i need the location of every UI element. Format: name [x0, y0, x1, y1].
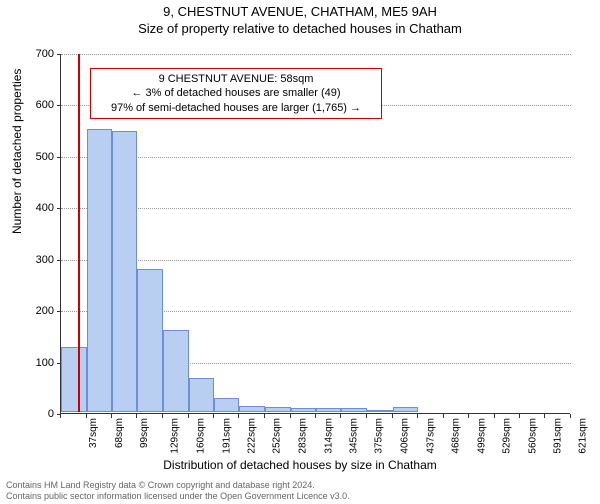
title-address: 9, CHESTNUT AVENUE, CHATHAM, ME5 9AH	[0, 4, 600, 19]
xtick-mark	[570, 414, 571, 418]
ytick-mark	[57, 311, 61, 312]
xtick-mark	[213, 414, 214, 418]
xtick-mark	[136, 414, 137, 418]
grid-line	[61, 157, 571, 158]
grid-line	[61, 208, 571, 209]
histogram-bar	[367, 410, 393, 412]
ytick-mark	[57, 157, 61, 158]
xtick-mark	[86, 414, 87, 418]
xtick-label: 99sqm	[139, 418, 150, 448]
ytick-mark	[57, 208, 61, 209]
xtick-mark	[443, 414, 444, 418]
xtick-label: 560sqm	[527, 418, 538, 454]
xtick-label: 160sqm	[196, 418, 207, 454]
xtick-mark	[60, 414, 61, 418]
histogram-bar	[189, 378, 215, 412]
x-axis-label: Distribution of detached houses by size …	[0, 458, 600, 472]
footer-line1: Contains HM Land Registry data © Crown c…	[6, 480, 350, 491]
xtick-label: 222sqm	[247, 418, 258, 454]
xtick-label: 283sqm	[298, 418, 309, 454]
histogram-bar	[61, 347, 87, 412]
xtick-mark	[188, 414, 189, 418]
ytick-mark	[57, 105, 61, 106]
xtick-mark	[111, 414, 112, 418]
xtick-label: 191sqm	[221, 418, 232, 454]
footer-attribution: Contains HM Land Registry data © Crown c…	[6, 480, 350, 502]
ytick-label: 500	[14, 151, 54, 163]
histogram-bar	[112, 131, 137, 412]
ytick-label: 200	[14, 305, 54, 317]
xtick-label: 129sqm	[170, 418, 181, 454]
histogram-bar	[239, 406, 265, 412]
annotation-line1: 9 CHESTNUT AVENUE: 58sqm	[97, 72, 375, 86]
xtick-label: 252sqm	[272, 418, 283, 454]
xtick-mark	[264, 414, 265, 418]
xtick-mark	[544, 414, 545, 418]
xtick-mark	[494, 414, 495, 418]
xtick-mark	[340, 414, 341, 418]
xtick-mark	[417, 414, 418, 418]
histogram-chart: 9 CHESTNUT AVENUE: 58sqm ← 3% of detache…	[60, 54, 570, 414]
xtick-mark	[519, 414, 520, 418]
histogram-bar	[393, 407, 419, 412]
ytick-label: 700	[14, 48, 54, 60]
xtick-label: 375sqm	[374, 418, 385, 454]
xtick-mark	[315, 414, 316, 418]
xtick-label: 529sqm	[502, 418, 513, 454]
annotation-line2: ← 3% of detached houses are smaller (49)	[97, 86, 375, 100]
ytick-mark	[57, 54, 61, 55]
xtick-label: 37sqm	[88, 418, 99, 448]
ytick-label: 100	[14, 357, 54, 369]
xtick-label: 591sqm	[553, 418, 564, 454]
histogram-bar	[137, 269, 163, 412]
histogram-bar	[87, 129, 113, 412]
property-marker-line	[78, 54, 80, 412]
ytick-label: 600	[14, 99, 54, 111]
xtick-label: 68sqm	[114, 418, 125, 448]
title-subtitle: Size of property relative to detached ho…	[0, 21, 600, 36]
histogram-bar	[265, 407, 291, 412]
ytick-label: 0	[14, 408, 54, 420]
ytick-label: 300	[14, 254, 54, 266]
histogram-bar	[316, 408, 341, 412]
xtick-label: 345sqm	[349, 418, 360, 454]
grid-line	[61, 54, 571, 55]
histogram-bar	[291, 408, 317, 412]
xtick-mark	[162, 414, 163, 418]
histogram-bar	[163, 330, 189, 412]
annotation-line3: 97% of semi-detached houses are larger (…	[97, 101, 375, 115]
annotation-box: 9 CHESTNUT AVENUE: 58sqm ← 3% of detache…	[90, 68, 382, 119]
xtick-label: 468sqm	[451, 418, 462, 454]
xtick-label: 314sqm	[323, 418, 334, 454]
ytick-mark	[57, 260, 61, 261]
xtick-mark	[468, 414, 469, 418]
xtick-label: 406sqm	[400, 418, 411, 454]
xtick-mark	[392, 414, 393, 418]
footer-line2: Contains public sector information licen…	[6, 491, 350, 502]
xtick-mark	[238, 414, 239, 418]
histogram-bar	[214, 398, 239, 412]
xtick-label: 499sqm	[477, 418, 488, 454]
xtick-label: 437sqm	[425, 418, 436, 454]
xtick-mark	[290, 414, 291, 418]
grid-line	[61, 260, 571, 261]
ytick-label: 400	[14, 202, 54, 214]
xtick-label: 621sqm	[578, 418, 589, 454]
histogram-bar	[341, 408, 367, 412]
xtick-mark	[366, 414, 367, 418]
